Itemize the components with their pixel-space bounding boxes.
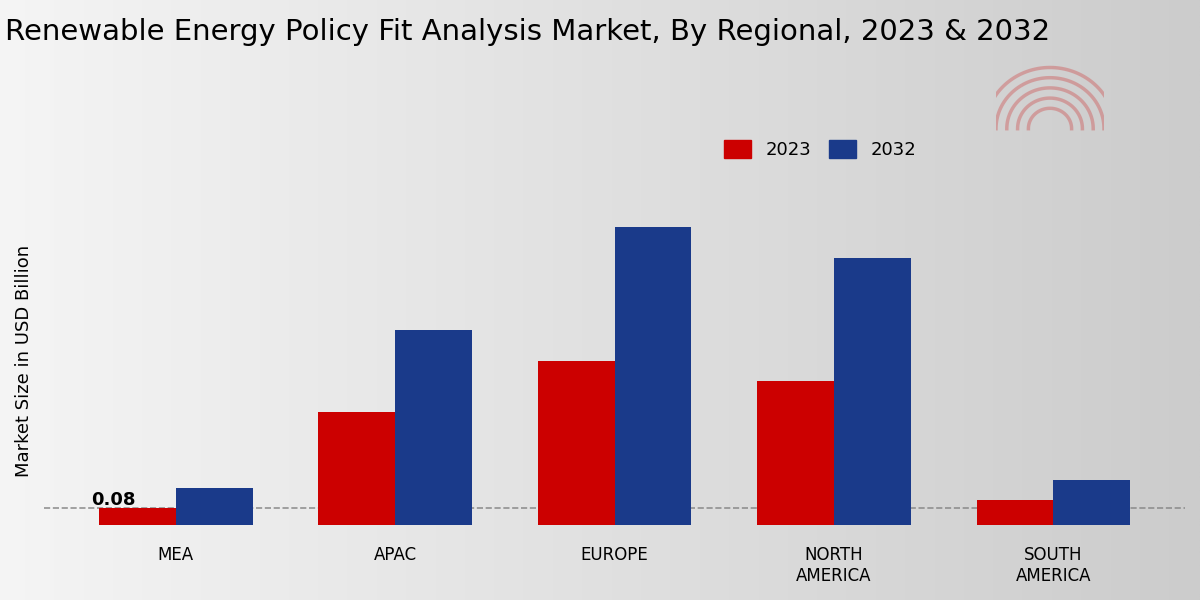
Legend: 2023, 2032: 2023, 2032: [716, 133, 924, 166]
Y-axis label: Market Size in USD Billion: Market Size in USD Billion: [14, 245, 34, 476]
Bar: [757, 381, 834, 525]
Bar: [395, 330, 472, 525]
Bar: [538, 361, 614, 525]
Bar: [175, 488, 252, 525]
Bar: [614, 227, 691, 525]
Bar: [834, 258, 911, 525]
Bar: [318, 412, 395, 525]
Bar: [98, 508, 175, 525]
Text: Renewable Energy Policy Fit Analysis Market, By Regional, 2023 & 2032: Renewable Energy Policy Fit Analysis Mar…: [6, 18, 1050, 46]
Bar: [977, 500, 1054, 525]
Bar: [1054, 479, 1130, 525]
Text: 0.08: 0.08: [91, 491, 136, 509]
